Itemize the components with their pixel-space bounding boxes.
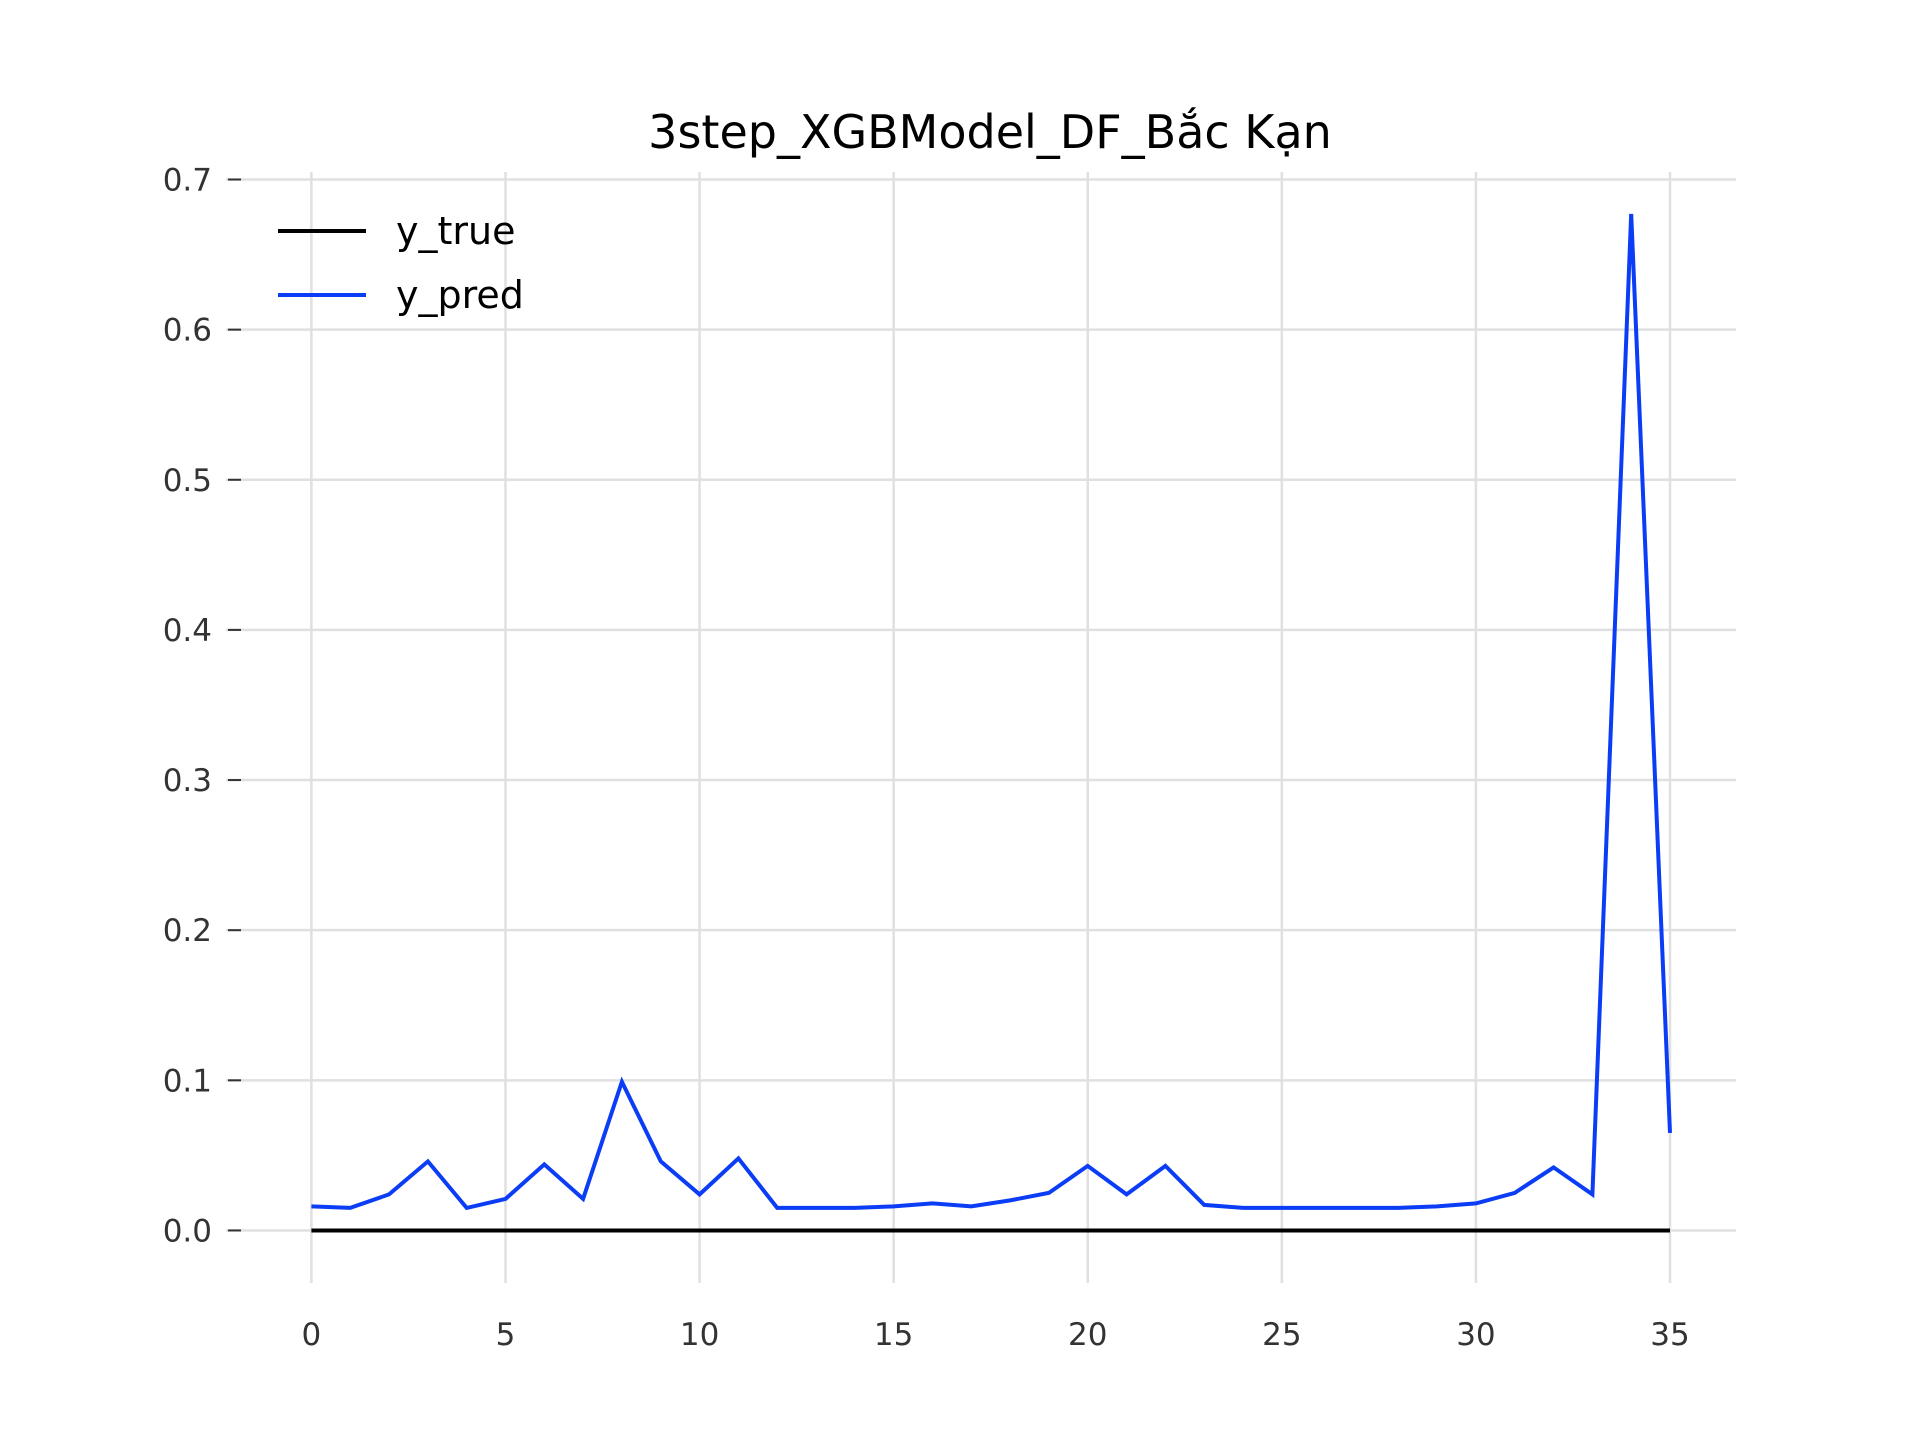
y-tick-label: 0.3 (163, 763, 212, 799)
x-tick-label: 30 (1456, 1317, 1495, 1353)
legend: y_true y_pred (278, 209, 524, 317)
x-tick-label: 35 (1650, 1317, 1689, 1353)
y-tick-label: 0.2 (163, 913, 212, 949)
x-tick-label: 10 (680, 1317, 719, 1353)
y-tick-label: 0.7 (163, 163, 212, 199)
y-tick-label: 0.6 (163, 313, 212, 349)
y-tick-label: 0.0 (163, 1213, 212, 1249)
x-tick-label: 20 (1068, 1317, 1107, 1353)
legend-label-y-true: y_true (396, 209, 515, 253)
series-line-y-pred (311, 213, 1672, 1211)
axes: 0 5 10 15 20 25 30 35 0.0 0.1 0.2 0.3 0.4 0.5 0.6 0.7 (163, 163, 1690, 1353)
x-tick-label: 25 (1262, 1317, 1301, 1353)
y-tick-label: 0.4 (163, 613, 212, 649)
x-tick-label: 0 (302, 1317, 322, 1353)
chart-title: 3step_XGBModel_DF_Bắc Kạn (648, 105, 1332, 159)
legend-label-y-pred: y_pred (396, 273, 524, 317)
x-tick-label: 15 (874, 1317, 913, 1353)
y-tick-label: 0.5 (163, 463, 212, 499)
y-tick-label: 0.1 (163, 1063, 212, 1099)
x-tick-label: 5 (496, 1317, 516, 1353)
series-lines (311, 213, 1672, 1233)
grid-lines (226, 172, 1736, 1283)
